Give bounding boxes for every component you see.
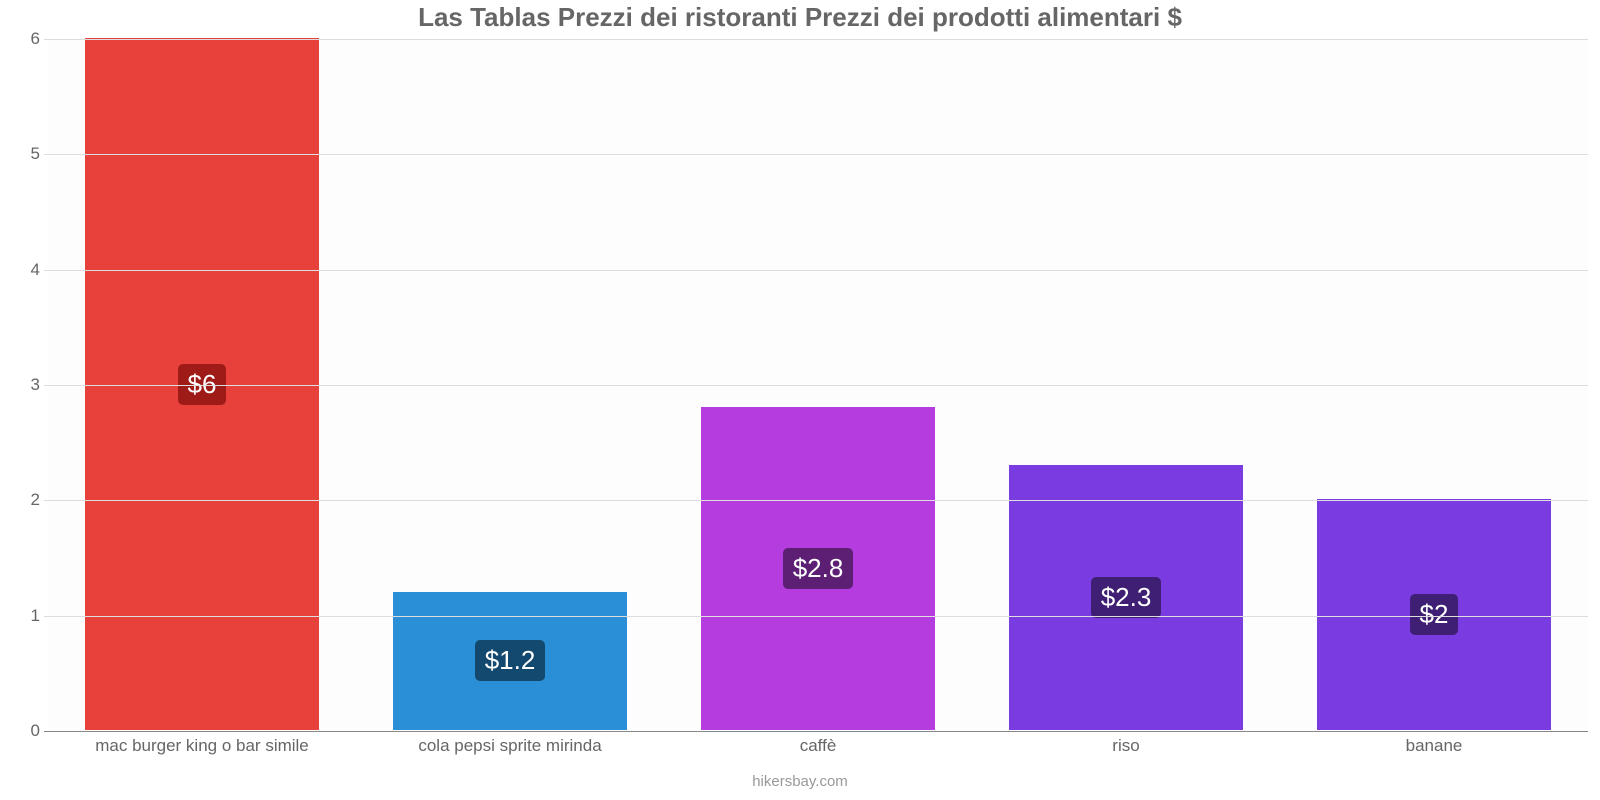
x-tick-label: cola pepsi sprite mirinda (356, 736, 664, 756)
gridline (44, 616, 1588, 617)
y-tick-label: 1 (12, 606, 40, 626)
y-tick-label: 5 (12, 144, 40, 164)
plot-area: $6$1.2$2.8$2.3$2 0123456 (48, 38, 1588, 730)
value-badge: $2.8 (783, 548, 854, 589)
bar: $6 (85, 38, 319, 730)
y-tick-label: 0 (12, 721, 40, 741)
value-badge: $6 (178, 364, 227, 405)
bar: $2.8 (701, 407, 935, 730)
gridline (44, 270, 1588, 271)
y-tick-label: 4 (12, 260, 40, 280)
gridline (44, 39, 1588, 40)
value-badge: $2.3 (1091, 577, 1162, 618)
y-tick-label: 2 (12, 490, 40, 510)
chart-title: Las Tablas Prezzi dei ristoranti Prezzi … (0, 2, 1600, 33)
x-axis: mac burger king o bar similecola pepsi s… (48, 736, 1588, 756)
x-tick-label: riso (972, 736, 1280, 756)
gridline (44, 385, 1588, 386)
price-bar-chart: Las Tablas Prezzi dei ristoranti Prezzi … (0, 0, 1600, 800)
gridline (44, 731, 1588, 732)
attribution-text: hikersbay.com (0, 773, 1600, 790)
y-tick-label: 6 (12, 29, 40, 49)
bar: $1.2 (393, 592, 627, 730)
gridline (44, 154, 1588, 155)
x-tick-label: caffè (664, 736, 972, 756)
x-tick-label: mac burger king o bar simile (48, 736, 356, 756)
value-badge: $1.2 (475, 640, 546, 681)
y-tick-label: 3 (12, 375, 40, 395)
x-tick-label: banane (1280, 736, 1588, 756)
bar: $2.3 (1009, 465, 1243, 730)
gridline (44, 500, 1588, 501)
